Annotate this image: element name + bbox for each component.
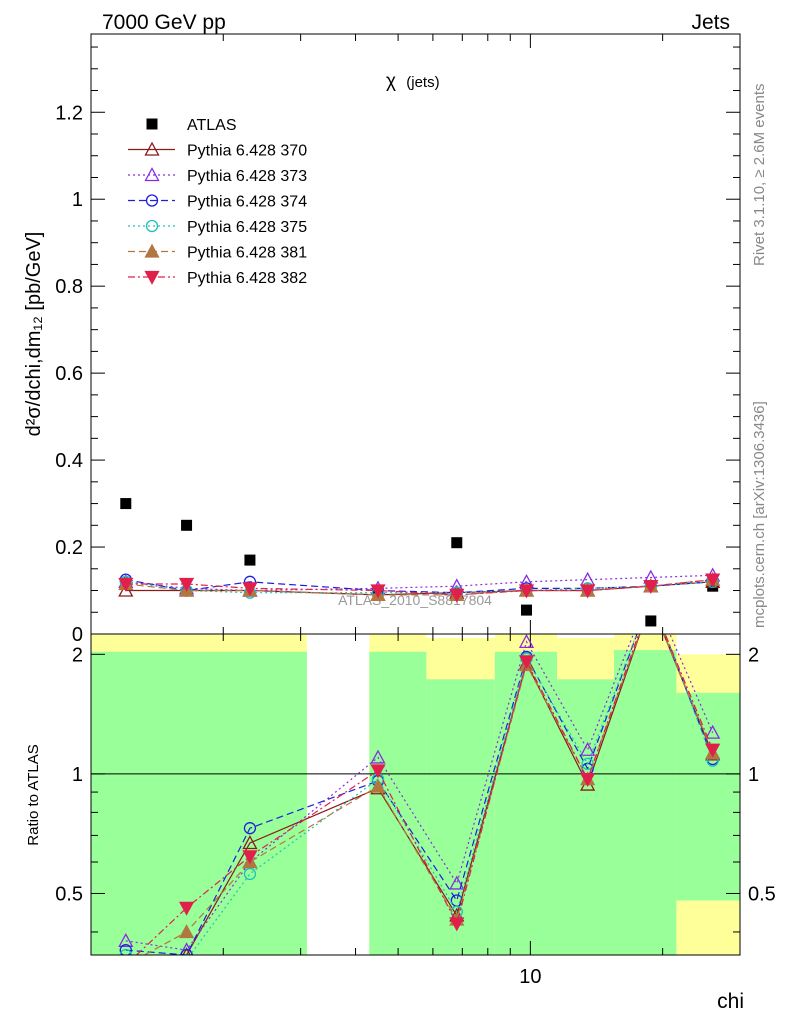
main-data-point <box>370 584 386 599</box>
main-data-point <box>178 577 195 592</box>
ratio-data-point <box>242 835 258 850</box>
ratio-axis-ticks: 0.5 0.5 1 1 2 2 10 <box>55 634 776 988</box>
ratio-data-point <box>705 743 721 758</box>
ratio-ytick-label-right: 1 <box>748 764 759 786</box>
ratio-data-point <box>119 943 132 955</box>
ratio-data-point <box>580 741 596 756</box>
ratio-ytick-label-right: 0.5 <box>748 883 776 905</box>
ratio-data-point <box>370 749 386 764</box>
main-panel: ATLAS_2010_S8817804 χ (jets) 00.20.40.60… <box>55 34 740 646</box>
legend-marker <box>145 194 159 207</box>
legend-marker <box>144 167 160 182</box>
legend-marker <box>144 270 160 285</box>
main-ytick-label: 0.6 <box>55 363 83 385</box>
ratio-panel: 0.5 0.5 1 1 2 2 10 <box>55 594 776 988</box>
mcplots-label: mcplots.cern.ch [arXiv:1306.3436] <box>751 401 768 628</box>
main-data-point <box>705 573 721 588</box>
legend-marker <box>145 219 159 233</box>
ratio-data-point <box>705 724 721 739</box>
legend-label: Pythia 6.428 370 <box>187 143 307 160</box>
main-ytick-label: 1 <box>72 189 83 211</box>
main-data-point <box>181 519 193 531</box>
category-label: Jets <box>691 11 730 34</box>
green-band-3 <box>494 651 558 955</box>
main-data-point <box>244 554 256 566</box>
ratio-xtick-label: 10 <box>519 966 541 988</box>
ratio-ytick-label: 1 <box>72 764 83 786</box>
ratio-data-point <box>243 822 257 835</box>
main-series-line <box>125 574 713 592</box>
ratio-data-point <box>370 764 386 779</box>
legend-label: Pythia 6.428 375 <box>187 219 307 236</box>
main-ytick-label: 1.2 <box>55 102 83 124</box>
main-data-point <box>120 498 132 510</box>
plot-title-symbol: χ <box>386 71 396 92</box>
main-data-point <box>451 537 463 549</box>
main-ytick-label: 0.8 <box>55 276 83 298</box>
ratio-data-point <box>243 867 257 881</box>
green-band-5 <box>613 650 677 955</box>
green-band-4 <box>557 679 614 955</box>
ratio-data-point <box>242 850 258 865</box>
ratio-data-point <box>119 948 132 955</box>
main-data-point <box>242 582 258 597</box>
legend-label: Pythia 6.428 381 <box>187 245 307 262</box>
main-data-point <box>580 584 596 599</box>
ratio-ytick-label: 2 <box>72 644 83 666</box>
main-ytick-label: 0 <box>72 624 83 646</box>
green-band-6 <box>676 692 740 901</box>
x-axis-label: chi <box>717 990 744 1013</box>
main-ytick-label: 0.2 <box>55 537 83 559</box>
legend-marker <box>144 141 160 156</box>
ratio-series-line <box>125 634 714 955</box>
ratio-data-point <box>178 901 195 916</box>
legend-marker <box>146 118 158 130</box>
main-data-point <box>521 604 533 616</box>
legend-label: Pythia 6.428 374 <box>187 194 307 211</box>
legend: ATLAS Pythia 6.428 370 Pythia 6.428 373 Pyt… <box>128 117 307 287</box>
legend-marker <box>144 243 160 258</box>
ratio-ytick-label: 0.5 <box>55 883 83 905</box>
ratio-frame <box>90 633 741 956</box>
main-axis-ticks: 0 0.2 0.4 0.6 0.8 1 1.2 <box>55 34 740 646</box>
ratio-data-point <box>119 960 132 972</box>
ratio-data-point <box>178 924 195 939</box>
main-data-point <box>645 615 657 627</box>
rivet-label: Rivet 3.1.10, ≥ 2.6M events <box>751 84 768 267</box>
ratio-data-point <box>518 655 535 670</box>
legend-label: Pythia 6.428 373 <box>187 168 307 185</box>
ratio-y-axis-label: Ratio to ATLAS <box>25 744 42 845</box>
green-band-1 <box>369 651 427 955</box>
ratio-data-point <box>580 772 596 788</box>
ratio-data-point <box>644 596 657 608</box>
legend-label: Pythia 6.428 382 <box>187 270 307 287</box>
main-series <box>118 498 721 627</box>
energy-label: 7000 GeV pp <box>102 11 226 34</box>
ratio-data-point <box>644 594 657 606</box>
ratio-data-point <box>182 953 191 955</box>
ratio-data-point <box>180 948 193 955</box>
main-data-point <box>518 584 535 599</box>
main-data-point <box>449 588 465 603</box>
main-data-point <box>118 577 134 592</box>
ratio-data-point <box>370 778 386 793</box>
main-ytick-label: 0.4 <box>55 450 83 472</box>
plot-title: χ (jets) <box>386 71 440 92</box>
ratio-ytick-label-right: 2 <box>748 644 759 666</box>
ratio-series <box>118 594 721 972</box>
ratio-data-point <box>644 596 657 608</box>
ratio-data-point <box>518 634 535 648</box>
ratio-data-point <box>449 917 465 932</box>
plot-title-sub: (jets) <box>406 74 439 91</box>
main-data-point <box>643 580 659 595</box>
ratio-data-point <box>119 959 132 971</box>
main-y-axis-label: d²σ/dchi,dm₁₂ [pb/GeV] <box>23 232 45 437</box>
ratio-data-point <box>449 875 465 890</box>
green-band-0 <box>91 651 307 955</box>
ratio-data-point <box>118 932 134 947</box>
ratio-data-point <box>119 959 132 971</box>
legend-label: ATLAS <box>187 117 237 134</box>
